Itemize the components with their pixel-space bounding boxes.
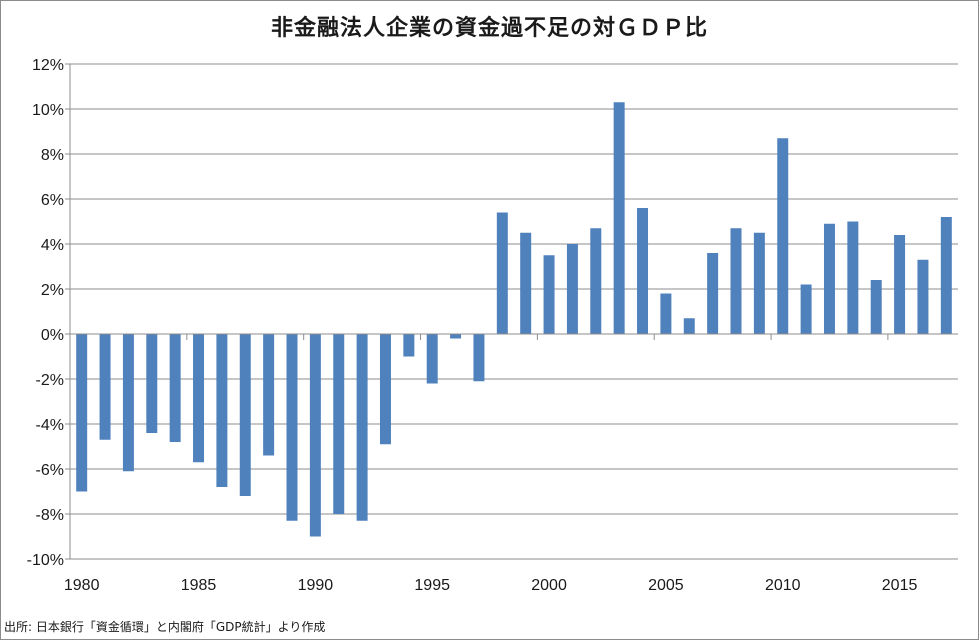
x-tick-label: 1995	[414, 577, 450, 594]
bar-1991	[333, 334, 345, 514]
source-note: 出所: 日本銀行「資金循環」と内閣府「GDP統計」より作成	[4, 620, 326, 634]
x-tick-label: 2010	[765, 577, 801, 594]
bar-1992	[356, 334, 368, 521]
x-tick-label: 1985	[181, 577, 217, 594]
bar-2013	[847, 221, 859, 334]
bar-1995	[426, 334, 438, 384]
axes	[65, 63, 958, 560]
bars	[76, 102, 952, 537]
bar-1999	[520, 232, 532, 334]
x-tick-label: 2005	[648, 577, 684, 594]
y-tick-label: 0%	[41, 327, 64, 344]
bar-1981	[99, 334, 111, 440]
bar-2016	[917, 259, 929, 334]
bar-1980	[76, 334, 88, 492]
bar-2011	[800, 284, 812, 334]
bar-2003	[613, 102, 625, 334]
y-tick-label: 4%	[41, 237, 64, 254]
bar-2009	[753, 232, 765, 334]
bar-2017	[940, 217, 952, 334]
y-tick-label: 6%	[41, 192, 64, 209]
y-tick-label: -10%	[27, 552, 64, 569]
bar-1996	[450, 334, 462, 339]
bar-2006	[683, 318, 695, 334]
bar-1982	[122, 334, 134, 472]
bar-2012	[823, 223, 835, 334]
bar-2008	[730, 228, 742, 334]
x-tick-label: 1980	[64, 577, 100, 594]
y-tick-label: 8%	[41, 147, 64, 164]
bar-1994	[403, 334, 415, 357]
y-tick-label: -8%	[36, 507, 64, 524]
bar-2000	[543, 255, 555, 334]
bar-1990	[309, 334, 321, 537]
x-tick-label: 2000	[531, 577, 567, 594]
bar-2004	[637, 208, 649, 334]
y-tick-label: -4%	[36, 417, 64, 434]
bar-2007	[707, 253, 719, 334]
bar-1986	[216, 334, 228, 487]
bar-1993	[379, 334, 391, 445]
bar-2010	[777, 138, 789, 334]
bar-1984	[169, 334, 181, 442]
y-tick-label: 2%	[41, 282, 64, 299]
bar-2001	[566, 244, 578, 334]
chart-title: 非金融法人企業の資金過不足の対ＧＤＰ比	[270, 16, 708, 41]
bar-1985	[193, 334, 205, 463]
bar-2015	[894, 235, 906, 334]
bar-2005	[660, 293, 672, 334]
bar-2002	[590, 228, 602, 334]
x-tick-label: 2015	[882, 577, 918, 594]
bar-2014	[870, 280, 882, 334]
y-tick-label: -6%	[36, 462, 64, 479]
x-tick-labels: 1980 1985 1990 1995 2000 2005 2010 2015	[64, 577, 918, 594]
bar-1998	[496, 212, 508, 334]
bar-1987	[239, 334, 251, 496]
x-tick-label: 1990	[298, 577, 334, 594]
bar-1983	[146, 334, 158, 433]
bar-1988	[263, 334, 275, 456]
bar-1997	[473, 334, 485, 382]
y-tick-label: 10%	[32, 102, 64, 119]
y-tick-label: 12%	[32, 57, 64, 74]
y-tick-labels: 12% 10% 8% 6% 4% 2% 0% -2% -4% -6% -8% -10%	[27, 57, 64, 569]
y-tick-label: -2%	[36, 372, 64, 389]
bar-1989	[286, 334, 298, 521]
